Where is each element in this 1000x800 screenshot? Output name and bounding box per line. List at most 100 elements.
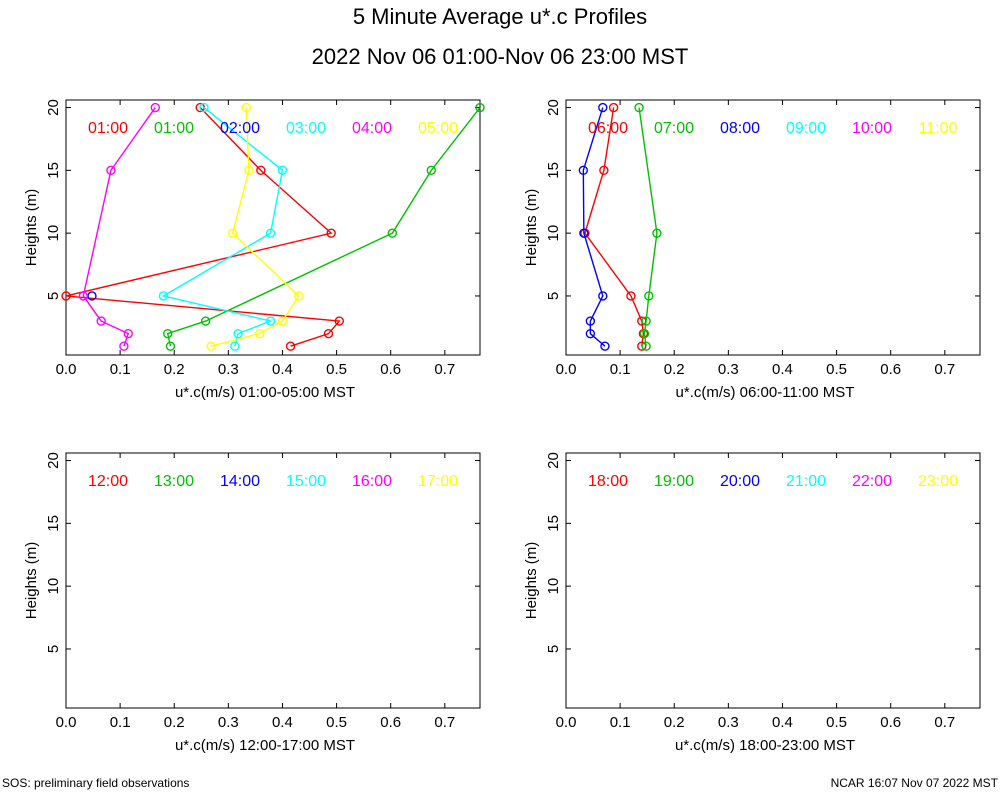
data-point bbox=[579, 228, 589, 238]
legend-label: 22:00 bbox=[852, 473, 892, 490]
x-tick-label: 0.3 bbox=[718, 714, 739, 731]
y-tick-label: 5 bbox=[545, 292, 562, 300]
series-line-0100 bbox=[166, 107, 481, 347]
data-point bbox=[323, 328, 334, 339]
x-axis-label: u*.c(m/s) 18:00-23:00 MST bbox=[675, 737, 855, 754]
series-line-0100 bbox=[65, 107, 341, 347]
y-tick-label: 15 bbox=[45, 515, 62, 532]
data-point bbox=[641, 341, 651, 351]
x-tick-label: 0.0 bbox=[556, 361, 577, 378]
x-tick-label: 0.2 bbox=[664, 714, 685, 731]
legend-label: 02:00 bbox=[220, 120, 260, 137]
y-tick-label: 15 bbox=[45, 162, 62, 179]
x-tick-label: 0.2 bbox=[664, 361, 685, 378]
y-axis-label: Heights (m) bbox=[523, 542, 540, 620]
x-tick-label: 0.0 bbox=[56, 361, 77, 378]
data-point bbox=[123, 328, 133, 339]
data-point bbox=[165, 341, 176, 351]
chart-subtitle: 2022 Nov 06 01:00-Nov 06 23:00 MST bbox=[311, 44, 689, 69]
data-point bbox=[294, 291, 304, 301]
y-tick-label: 10 bbox=[545, 225, 562, 242]
data-point bbox=[277, 316, 288, 326]
y-tick-label: 20 bbox=[545, 452, 562, 469]
x-tick-label: 0.2 bbox=[164, 714, 185, 731]
y-tick-label: 10 bbox=[45, 578, 62, 595]
x-tick-label: 0.1 bbox=[610, 714, 631, 731]
y-tick-label: 5 bbox=[545, 645, 562, 653]
series-line-0300 bbox=[161, 106, 284, 347]
legend-label: 05:00 bbox=[418, 120, 458, 137]
x-tick-label: 0.5 bbox=[326, 361, 347, 378]
legend-label: 17:00 bbox=[418, 473, 458, 490]
legend-label: 10:00 bbox=[852, 120, 892, 137]
x-tick-label: 0.7 bbox=[434, 714, 455, 731]
legend-label: 06:00 bbox=[588, 120, 628, 137]
data-point bbox=[644, 291, 654, 301]
legend-label: 23:00 bbox=[918, 473, 958, 490]
y-tick-label: 5 bbox=[45, 292, 62, 300]
data-point bbox=[255, 328, 265, 339]
legend-label: 09:00 bbox=[786, 120, 826, 137]
data-point bbox=[426, 165, 436, 176]
x-tick-label: 0.0 bbox=[56, 714, 77, 731]
series-line-0600 bbox=[584, 107, 645, 347]
legend-label: 07:00 bbox=[654, 120, 694, 137]
data-point bbox=[61, 291, 71, 301]
footer-note: SOS: preliminary field observations bbox=[2, 776, 190, 790]
x-tick-label: 0.3 bbox=[218, 361, 239, 378]
legend-label: 15:00 bbox=[286, 473, 326, 490]
y-axis-label: Heights (m) bbox=[23, 189, 40, 267]
data-point bbox=[265, 316, 276, 326]
data-point bbox=[585, 316, 596, 326]
legend-label: 04:00 bbox=[352, 120, 392, 137]
x-tick-label: 0.4 bbox=[272, 714, 293, 731]
legend-label: 14:00 bbox=[220, 473, 260, 490]
x-tick-label: 0.7 bbox=[434, 361, 455, 378]
data-point bbox=[277, 165, 288, 176]
data-point bbox=[78, 291, 89, 301]
legend-label: 11:00 bbox=[919, 120, 958, 137]
legend-label: 16:00 bbox=[352, 473, 392, 490]
data-point bbox=[475, 102, 485, 113]
x-tick-label: 0.6 bbox=[380, 714, 401, 731]
series-line-0700 bbox=[638, 107, 658, 347]
data-point bbox=[387, 228, 398, 238]
data-point bbox=[608, 102, 619, 113]
legend-label: 13:00 bbox=[154, 473, 194, 490]
data-point bbox=[199, 102, 209, 113]
data-point bbox=[150, 102, 160, 113]
data-point bbox=[106, 165, 116, 176]
x-tick-label: 0.7 bbox=[934, 714, 955, 731]
y-tick-label: 20 bbox=[45, 99, 62, 116]
data-point bbox=[244, 165, 254, 176]
y-tick-label: 10 bbox=[45, 225, 62, 242]
data-point bbox=[585, 328, 596, 339]
data-point bbox=[200, 316, 211, 326]
data-point bbox=[639, 328, 650, 339]
data-point bbox=[265, 228, 276, 238]
x-tick-label: 0.1 bbox=[110, 361, 131, 378]
data-point bbox=[326, 228, 336, 238]
legend-label: 01:00 bbox=[154, 120, 194, 137]
legend-label: 21:00 bbox=[786, 473, 826, 490]
data-point bbox=[626, 291, 636, 301]
x-tick-label: 0.1 bbox=[610, 361, 631, 378]
legend-label: 20:00 bbox=[720, 473, 760, 490]
x-axis-label: u*.c(m/s) 12:00-17:00 MST bbox=[175, 737, 355, 754]
legend-label: 19:00 bbox=[654, 473, 694, 490]
series-line-0400 bbox=[82, 107, 156, 347]
series-line-0800 bbox=[582, 107, 606, 347]
footer-timestamp: NCAR 16:07 Nov 07 2022 MST bbox=[830, 776, 998, 790]
y-axis-label: Heights (m) bbox=[523, 189, 540, 267]
data-point bbox=[227, 228, 238, 238]
data-point bbox=[598, 291, 608, 301]
x-tick-label: 0.6 bbox=[880, 361, 901, 378]
data-point bbox=[599, 165, 609, 176]
x-tick-label: 0.4 bbox=[772, 714, 793, 731]
data-point bbox=[598, 102, 608, 113]
plot-frame bbox=[65, 452, 481, 709]
x-tick-label: 0.5 bbox=[826, 714, 847, 731]
data-point bbox=[230, 341, 240, 351]
chart-title: 5 Minute Average u*.c Profiles bbox=[352, 4, 648, 29]
data-point bbox=[96, 316, 106, 326]
